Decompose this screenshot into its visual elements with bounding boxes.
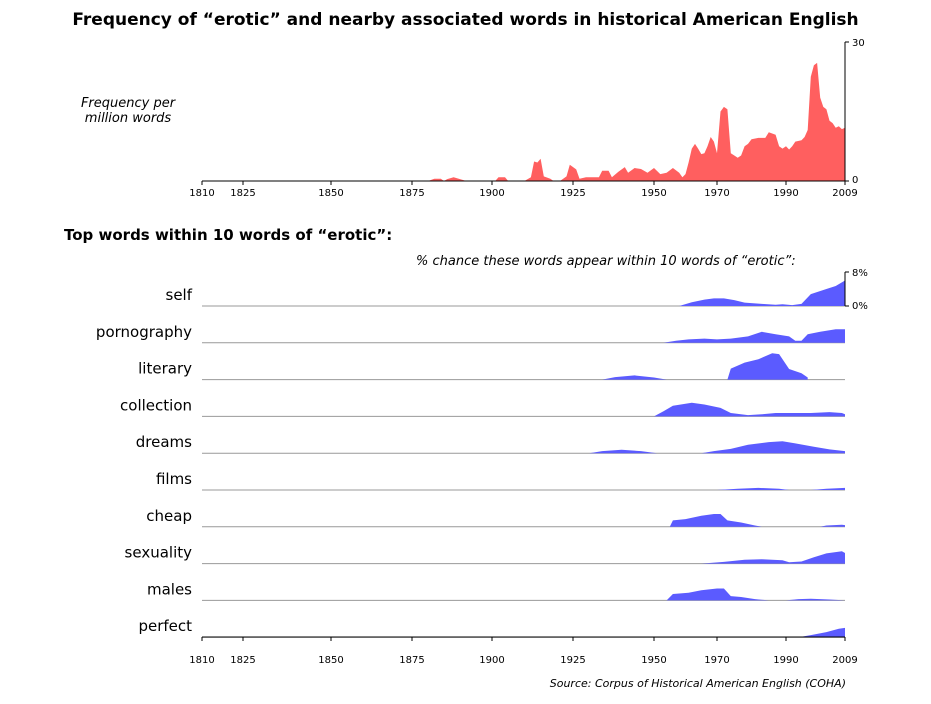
- bottom-x-tick-label: 1875: [399, 655, 424, 666]
- chart-title: Frequency of “erotic” and nearby associa…: [72, 10, 859, 30]
- section-subtitle: % chance these words appear within 10 wo…: [416, 254, 796, 269]
- top-x-tick-label: 1875: [399, 188, 424, 199]
- row-label-males: males: [147, 580, 192, 598]
- row-label-literary: literary: [138, 360, 192, 378]
- bottom-x-tick-label: 1925: [560, 655, 585, 666]
- top-x-tick-label: 1950: [641, 188, 666, 199]
- word-area-films: [717, 456, 845, 490]
- word-area-collection: [654, 402, 845, 417]
- bottom-x-tick-label: 1900: [479, 655, 504, 666]
- row-label-sexuality: sexuality: [125, 544, 193, 562]
- bottom-x-tick-label: 1990: [773, 655, 798, 666]
- word-area-pornography: [663, 329, 845, 343]
- top-x-tick-label: 2009: [832, 188, 857, 199]
- top-y-tick-label: 0: [852, 175, 858, 186]
- row-label-dreams: dreams: [136, 433, 192, 451]
- bottom-x-tick-label: 1825: [230, 655, 255, 666]
- row-label-collection: collection: [120, 396, 192, 414]
- row-label-perfect: perfect: [138, 617, 192, 635]
- frequency-area: [202, 62, 845, 181]
- word-area-cheap: [669, 514, 845, 527]
- word-area-sexuality: [701, 551, 845, 564]
- word-area-perfect: [798, 627, 845, 638]
- bottom-x-tick-label: 1850: [318, 655, 343, 666]
- y-axis-label: Frequency per million words: [80, 96, 176, 126]
- row-label-films: films: [156, 470, 192, 488]
- top-x-tick-label: 1990: [773, 188, 798, 199]
- source-note: Source: Corpus of Historical American En…: [549, 677, 846, 690]
- row-label-pornography: pornography: [96, 323, 192, 341]
- top-x-tick-label: 1850: [318, 188, 343, 199]
- bottom-x-tick-label: 1950: [641, 655, 666, 666]
- bottom-x-tick-label: 1970: [704, 655, 729, 666]
- rows-y-tick-label: 0%: [852, 301, 868, 312]
- section-title: Top words within 10 words of “erotic”:: [64, 226, 393, 244]
- row-label-cheap: cheap: [146, 507, 192, 525]
- top-x-tick-label: 1810: [189, 188, 214, 199]
- top-x-tick-label: 1970: [704, 188, 729, 199]
- bottom-x-tick-label: 1810: [189, 655, 214, 666]
- top-x-tick-label: 1825: [230, 188, 255, 199]
- word-area-literary: [602, 353, 808, 380]
- row-label-self: self: [166, 286, 193, 304]
- word-area-dreams: [589, 441, 845, 454]
- top-y-tick-label: 30: [852, 38, 865, 49]
- top-x-tick-label: 1900: [479, 188, 504, 199]
- rows-y-tick-label: 8%: [852, 268, 868, 279]
- word-area-males: [666, 588, 845, 601]
- word-area-self: [679, 280, 845, 306]
- top-x-tick-label: 1925: [560, 188, 585, 199]
- bottom-x-tick-label: 2009: [832, 655, 857, 666]
